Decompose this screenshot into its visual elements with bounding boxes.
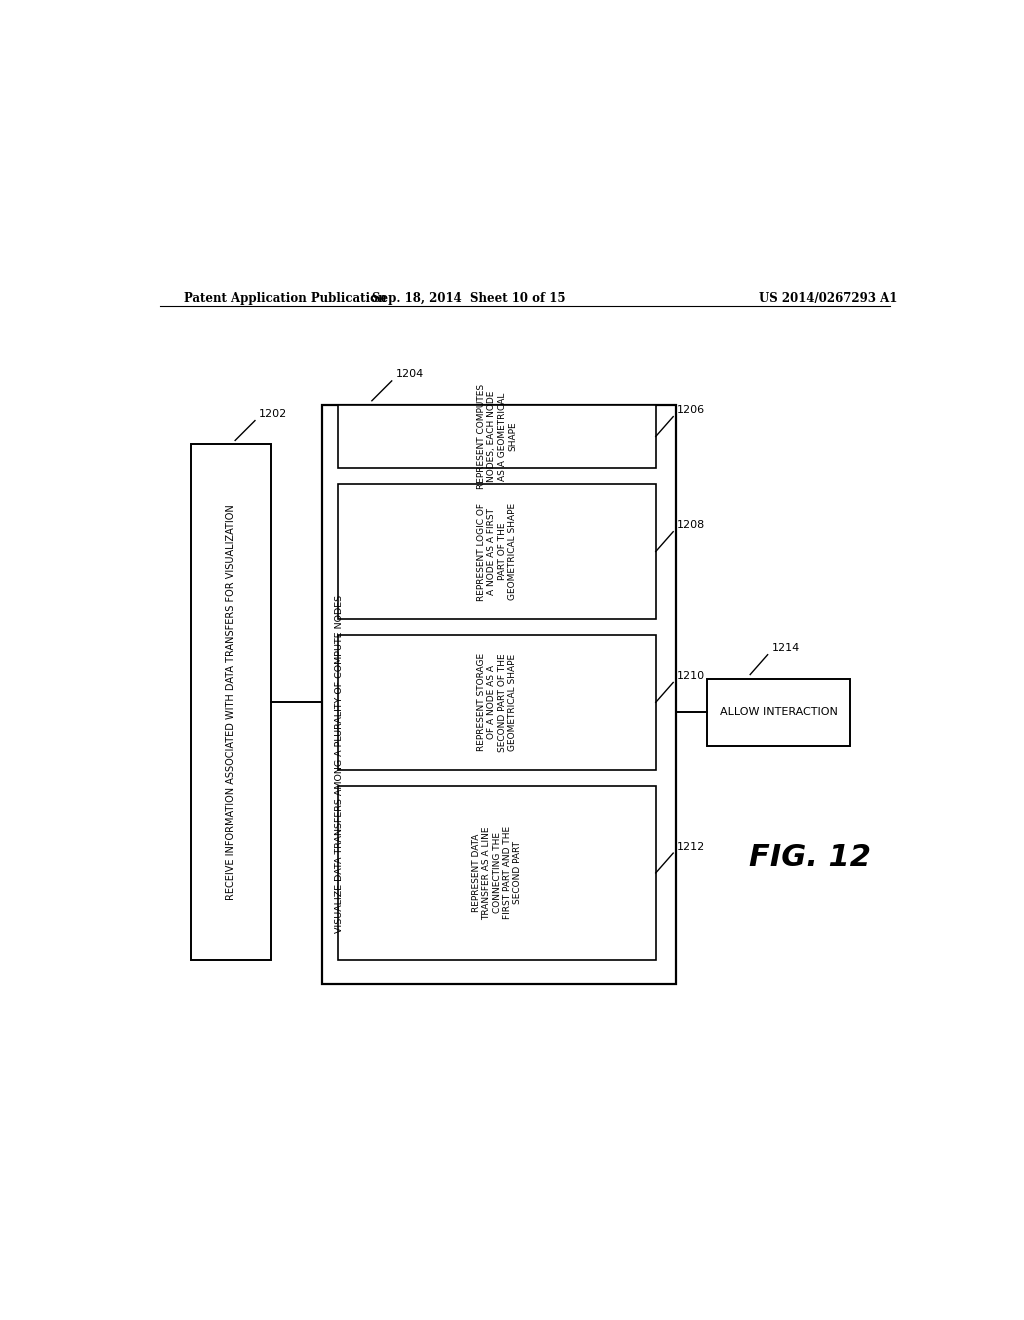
Text: FIG. 12: FIG. 12 [750, 842, 871, 871]
Text: REPRESENT COMPUTES
NODES, EACH NODE
AS A GEOMETRICAL
SHAPE: REPRESENT COMPUTES NODES, EACH NODE AS A… [477, 384, 517, 488]
Text: 1212: 1212 [677, 842, 706, 851]
Bar [338, 635, 655, 770]
Text: Patent Application Publication: Patent Application Publication [183, 292, 386, 305]
Bar [323, 405, 676, 983]
Text: 1214: 1214 [772, 643, 800, 653]
Bar [338, 785, 655, 960]
Text: REPRESENT LOGIC OF
A NODE AS A FIRST
PART OF THE
GEOMETRICAL SHAPE: REPRESENT LOGIC OF A NODE AS A FIRST PAR… [477, 503, 517, 601]
Bar [338, 484, 655, 619]
Text: VISUALIZE DATA TRANSFERS AMONG A PLURALITY OF COMPUTE NODES: VISUALIZE DATA TRANSFERS AMONG A PLURALI… [336, 595, 344, 933]
Text: 1210: 1210 [677, 671, 706, 681]
Text: US 2014/0267293 A1: US 2014/0267293 A1 [760, 292, 898, 305]
Text: 1206: 1206 [677, 405, 706, 414]
Bar [708, 678, 850, 746]
Text: 1208: 1208 [677, 520, 706, 531]
Text: Sep. 18, 2014  Sheet 10 of 15: Sep. 18, 2014 Sheet 10 of 15 [373, 292, 566, 305]
Bar [338, 405, 655, 469]
Text: REPRESENT STORAGE
OF A NODE AS A
SECOND PART OF THE
GEOMETRICAL SHAPE: REPRESENT STORAGE OF A NODE AS A SECOND … [477, 653, 517, 751]
Text: ALLOW INTERACTION: ALLOW INTERACTION [720, 708, 838, 717]
Text: REPRESENT DATA
TRANSFER AS A LINE
CONNECTING THE
FIRST PART AND THE
SECOND PART: REPRESENT DATA TRANSFER AS A LINE CONNEC… [472, 826, 522, 920]
Text: 1202: 1202 [259, 409, 287, 418]
Text: 1204: 1204 [395, 370, 424, 379]
Bar [191, 445, 270, 960]
Text: RECEIVE INFORMATION ASSOCIATED WITH DATA TRANSFERS FOR VISUALIZATION: RECEIVE INFORMATION ASSOCIATED WITH DATA… [226, 504, 237, 900]
